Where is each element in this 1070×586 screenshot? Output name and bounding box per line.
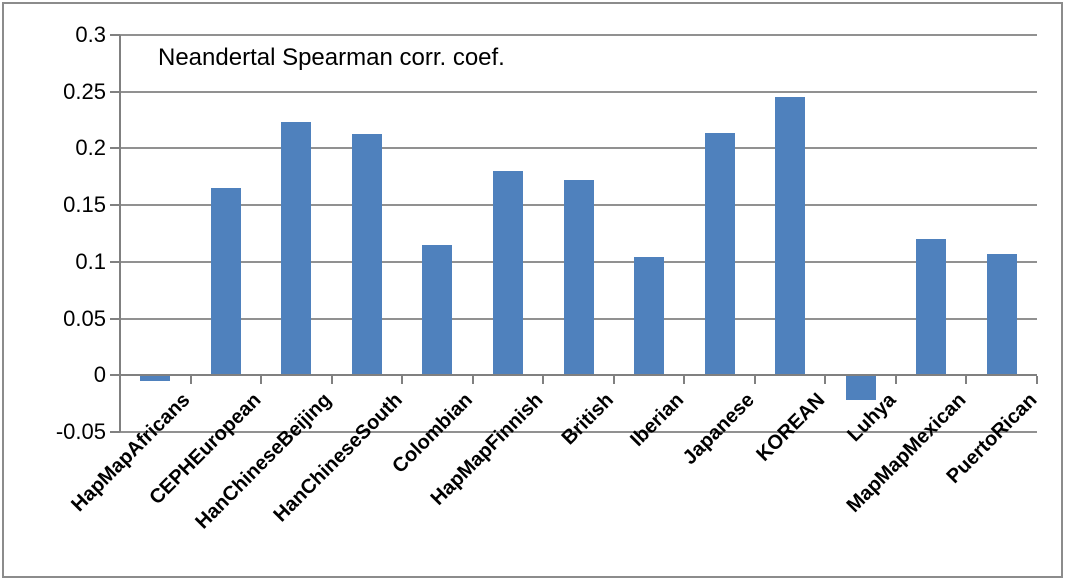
x-axis-tick (683, 376, 686, 385)
bar-Luhya (845, 375, 876, 401)
bar-Iberian (634, 257, 665, 376)
category-label: Japanese (679, 389, 760, 470)
bar-PuertoRican (986, 253, 1017, 376)
x-axis-tick (965, 376, 968, 385)
x-axis-tick (824, 376, 827, 385)
bar-KOREAN (775, 97, 806, 376)
y-tick-label: 0.1 (75, 248, 106, 274)
x-axis-tick (330, 376, 333, 385)
y-tick-label: 0.3 (75, 22, 106, 47)
y-axis-tick (110, 147, 120, 150)
gridline (120, 90, 1037, 93)
y-tick-label: 0.2 (75, 135, 106, 161)
y-tick-label: -0.05 (55, 419, 106, 444)
x-axis-tick (260, 376, 263, 385)
x-axis-tick (401, 376, 404, 385)
y-tick-label: 0 (93, 362, 106, 388)
chart-title: Neandertal Spearman corr. coef. (158, 44, 505, 71)
category-label: KOREAN (752, 389, 830, 466)
gridline (120, 34, 1037, 36)
bar-British (563, 180, 594, 376)
y-axis-tick (110, 90, 120, 93)
bar-HanChineseSouth (351, 133, 382, 376)
x-axis-tick (1036, 376, 1038, 385)
y-axis-tick (110, 317, 120, 320)
y-axis-tick (110, 204, 120, 207)
x-axis-tick (612, 376, 615, 385)
x-axis-tick (542, 376, 545, 385)
x-axis-line (120, 374, 1037, 377)
category-label: Iberian (626, 389, 689, 451)
y-tick-label: 0.25 (63, 78, 106, 104)
category-label: HapMapAfricans (67, 389, 195, 517)
bar-Colombian (422, 244, 453, 376)
bar-HanChineseBeijing (281, 122, 312, 376)
category-label: MapMapMexican (842, 389, 971, 517)
bar-HapMapAfricans (140, 375, 171, 381)
bar-MapMapMexican (916, 239, 947, 376)
y-axis-line (119, 35, 121, 432)
y-tick-label: 0.05 (63, 305, 106, 331)
gridline (120, 431, 1037, 433)
category-label: HanChineseBeijing (191, 389, 336, 534)
x-axis-tick (894, 376, 897, 385)
x-axis-tick (471, 376, 474, 385)
bar-HapMapFinnish (492, 171, 523, 376)
bar-CEPHEuropean (210, 188, 241, 376)
x-axis-tick (753, 376, 756, 385)
y-axis-tick (110, 34, 120, 36)
x-axis-tick (119, 376, 121, 385)
y-tick-label: 0.15 (63, 192, 106, 218)
category-label: British (557, 389, 619, 450)
category-label: HanChineseSouth (269, 389, 407, 527)
y-axis-tick (110, 260, 120, 263)
bar-Japanese (704, 132, 735, 376)
x-axis-tick (189, 376, 192, 385)
gridline (120, 147, 1037, 150)
y-axis-tick (110, 431, 120, 433)
y-axis-tick (110, 374, 120, 377)
